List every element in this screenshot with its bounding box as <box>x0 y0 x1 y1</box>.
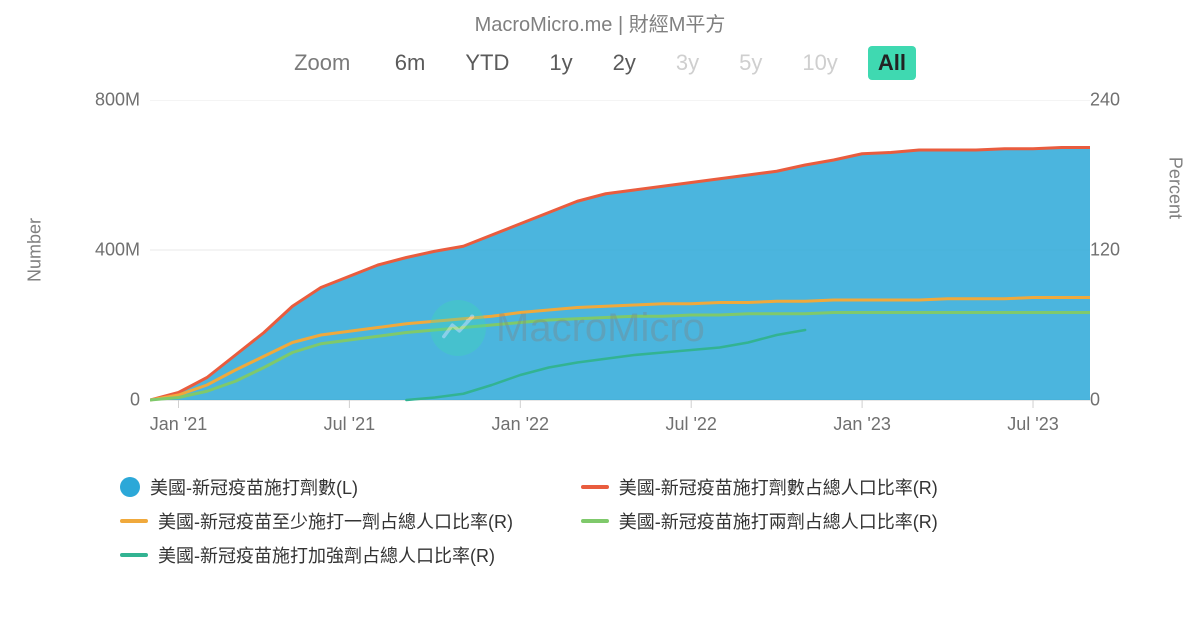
y-right-tick: 120 <box>1090 240 1120 261</box>
zoom-button-all[interactable]: All <box>868 46 916 80</box>
x-tick: Jul '23 <box>1007 414 1058 435</box>
legend-label: 美國-新冠疫苗至少施打一劑占總人口比率(R) <box>158 508 513 534</box>
legend-item[interactable]: 美國-新冠疫苗施打兩劑占總人口比率(R) <box>581 508 1042 534</box>
x-tick: Jan '23 <box>833 414 890 435</box>
legend-line-icon <box>120 553 148 557</box>
x-tick: Jul '21 <box>324 414 375 435</box>
y-left-tick: 0 <box>130 390 140 411</box>
zoom-label: Zoom <box>284 46 360 80</box>
legend-label: 美國-新冠疫苗施打加強劑占總人口比率(R) <box>158 542 495 568</box>
y-left-tick-labels: 0400M800M <box>70 100 140 400</box>
legend-label: 美國-新冠疫苗施打劑數占總人口比率(R) <box>619 474 938 500</box>
series-doses_total <box>150 147 1090 400</box>
y-left-axis-title: Number <box>25 218 46 282</box>
zoom-button-6m[interactable]: 6m <box>385 46 436 80</box>
legend-line-icon <box>120 519 148 523</box>
legend-label: 美國-新冠疫苗施打兩劑占總人口比率(R) <box>619 508 938 534</box>
y-right-tick-labels: 0120240 <box>1090 100 1140 400</box>
zoom-button-1y[interactable]: 1y <box>539 46 582 80</box>
legend-line-icon <box>581 519 609 523</box>
y-left-tick: 400M <box>95 240 140 261</box>
y-left-tick: 800M <box>95 90 140 111</box>
legend-item[interactable]: 美國-新冠疫苗至少施打一劑占總人口比率(R) <box>120 508 581 534</box>
zoom-button-10y: 10y <box>792 46 847 80</box>
plot-area[interactable]: MacroMicro <box>150 100 1090 400</box>
legend-item[interactable]: 美國-新冠疫苗施打加強劑占總人口比率(R) <box>120 542 581 568</box>
zoom-button-2y[interactable]: 2y <box>603 46 646 80</box>
zoom-toolbar: Zoom 6m YTD 1y 2y 3y 5y 10y All <box>0 46 1200 80</box>
zoom-button-ytd[interactable]: YTD <box>455 46 519 80</box>
x-tick: Jul '22 <box>665 414 716 435</box>
chart-container: MacroMicro.me | 財經M平方 Zoom 6m YTD 1y 2y 3y 5y… <box>0 0 1200 630</box>
x-tick: Jan '21 <box>150 414 207 435</box>
legend: 美國-新冠疫苗施打劑數(L) 美國-新冠疫苗施打劑數占總人口比率(R) 美國-新冠疫… <box>120 470 1080 572</box>
x-tick: Jan '22 <box>492 414 549 435</box>
legend-swatch-icon <box>120 477 140 497</box>
legend-item[interactable]: 美國-新冠疫苗施打劑數(L) <box>120 474 581 500</box>
legend-item[interactable]: 美國-新冠疫苗施打劑數占總人口比率(R) <box>581 474 1042 500</box>
chart-title: MacroMicro.me | 財經M平方 <box>0 8 1200 37</box>
legend-line-icon <box>581 485 609 489</box>
legend-label: 美國-新冠疫苗施打劑數(L) <box>150 474 358 500</box>
zoom-button-3y: 3y <box>666 46 709 80</box>
y-right-tick: 0 <box>1090 390 1100 411</box>
y-right-tick: 240 <box>1090 90 1120 111</box>
y-right-axis-title: Percent <box>1165 157 1186 219</box>
zoom-button-5y: 5y <box>729 46 772 80</box>
